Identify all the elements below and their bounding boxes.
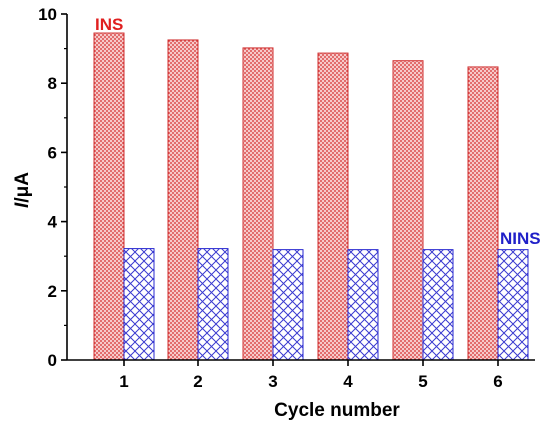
bar-ins-cycle-5 — [392, 60, 424, 361]
x-axis-title: Cycle number — [274, 400, 400, 421]
bar-ins-cycle-3 — [242, 47, 274, 361]
y-axis-title-symbol: I — [12, 202, 33, 208]
bar-ins-cycle-6 — [467, 66, 499, 361]
bar-nins-cycle-4 — [347, 249, 379, 361]
x-tick-label: 6 — [493, 372, 502, 391]
x-tick-label: 4 — [343, 372, 353, 391]
bar-nins-cycle-2 — [197, 248, 229, 361]
bar-nins-cycle-6 — [497, 249, 529, 361]
y-axis-title: I/μA — [12, 172, 33, 208]
y-ticks: 0 2 4 6 8 10 — [38, 5, 67, 370]
series-label-ins: INS — [95, 15, 123, 34]
x-tick-label: 3 — [268, 372, 277, 391]
bar-ins-cycle-1 — [93, 32, 125, 361]
y-tick-label: 6 — [48, 143, 57, 162]
bars-group — [93, 32, 529, 361]
y-tick-label: 0 — [48, 351, 57, 370]
bar-nins-cycle-1 — [123, 248, 155, 361]
x-ticks: 1 2 3 4 5 6 — [119, 360, 503, 391]
bar-ins-cycle-4 — [317, 52, 349, 361]
bar-ins-cycle-2 — [167, 39, 199, 361]
x-tick-label: 1 — [119, 372, 128, 391]
series-label-nins: NINS — [500, 229, 541, 248]
y-tick-label: 2 — [48, 282, 57, 301]
x-tick-label: 5 — [418, 372, 427, 391]
y-axis-title-unit: /μA — [12, 172, 33, 203]
y-tick-label: 8 — [48, 74, 57, 93]
x-tick-label: 2 — [193, 372, 202, 391]
bar-nins-cycle-5 — [422, 249, 454, 361]
y-tick-label: 10 — [38, 5, 57, 24]
bar-nins-cycle-3 — [272, 249, 304, 361]
y-tick-label: 4 — [48, 213, 58, 232]
